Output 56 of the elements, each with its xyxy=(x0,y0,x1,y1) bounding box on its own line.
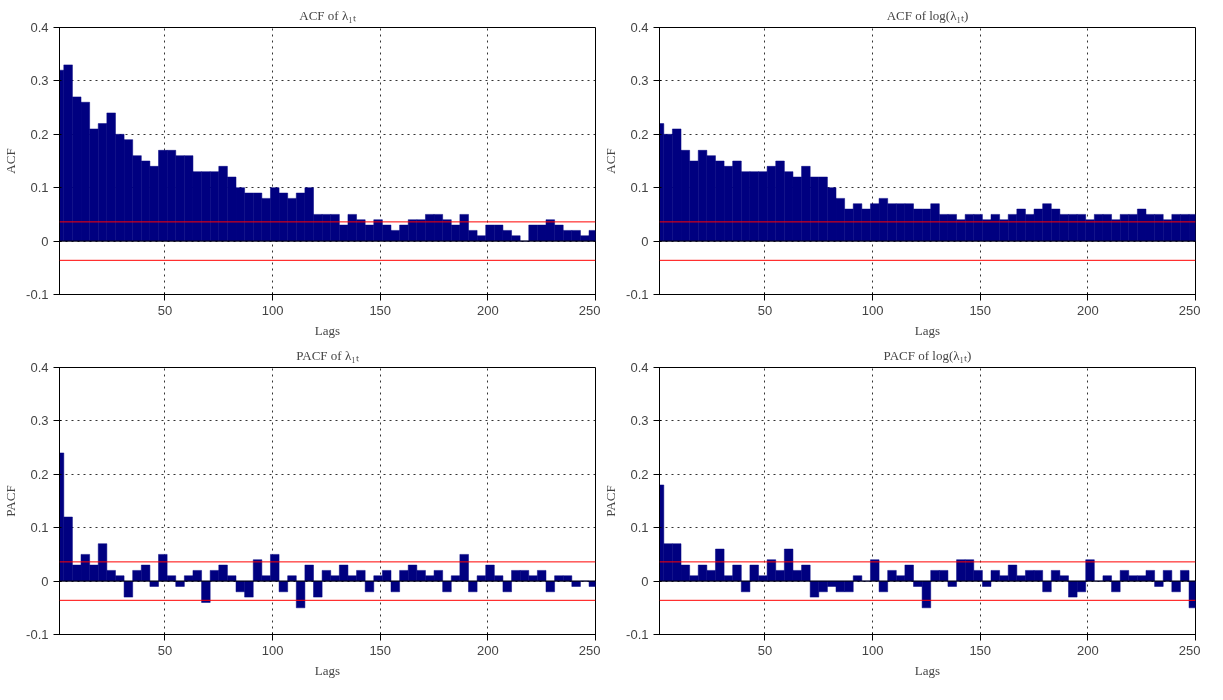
y-tick-label: 0 xyxy=(641,233,649,249)
y-tick-label: -0.1 xyxy=(626,287,649,302)
x-tick-label: 50 xyxy=(757,302,773,318)
y-tick-label: 0.2 xyxy=(630,466,649,482)
y-tick-label: 0 xyxy=(41,233,49,249)
y-tick-label: 0.2 xyxy=(30,126,49,142)
y-tick-label: 0.2 xyxy=(630,126,649,142)
y-tick-label: 0.4 xyxy=(630,20,649,35)
y-tick-label: 0.3 xyxy=(630,413,649,429)
x-tick-label: 200 xyxy=(1077,302,1099,318)
x-tick-label: 250 xyxy=(1178,302,1201,318)
x-axis-title: Lags xyxy=(914,322,941,338)
y-axis-title: ACF xyxy=(603,148,619,174)
y-tick-label: 0.2 xyxy=(30,466,49,482)
x-tick-label: 150 xyxy=(369,642,392,658)
y-tick-label: 0.1 xyxy=(630,180,649,196)
y-tick-label: 0 xyxy=(641,573,649,589)
y-tick-label: 0.3 xyxy=(30,73,49,89)
y-tick-label: 0.1 xyxy=(30,180,49,196)
y-tick-label: 0.1 xyxy=(30,520,49,536)
y-tick-label: -0.1 xyxy=(26,627,49,642)
x-tick-label: 50 xyxy=(757,642,773,658)
y-tick-label: 0.1 xyxy=(630,520,649,536)
chart-title: PACF of log(λ₁ₜ) xyxy=(883,347,972,363)
x-tick-label: 50 xyxy=(157,642,173,658)
x-tick-label: 150 xyxy=(969,642,992,658)
y-axis-title: ACF xyxy=(3,148,19,174)
x-tick-label: 150 xyxy=(369,302,392,318)
x-tick-label: 200 xyxy=(477,642,499,658)
x-tick-label: 200 xyxy=(477,302,499,318)
y-axis-title: PACF xyxy=(603,485,619,517)
y-tick-label: 0.3 xyxy=(30,413,49,429)
chart-title: ACF of λ₁ₜ xyxy=(299,7,356,23)
x-axis-title: Lags xyxy=(314,662,341,678)
y-tick-label: -0.1 xyxy=(626,627,649,642)
x-tick-label: 250 xyxy=(578,642,601,658)
x-tick-label: 100 xyxy=(261,302,284,318)
x-tick-label: 200 xyxy=(1077,642,1099,658)
x-tick-label: 150 xyxy=(969,302,992,318)
x-tick-label: 50 xyxy=(157,302,173,318)
y-tick-label: 0.3 xyxy=(630,73,649,89)
x-tick-label: 100 xyxy=(861,642,884,658)
y-tick-label: -0.1 xyxy=(26,287,49,302)
x-tick-label: 100 xyxy=(861,302,884,318)
chart-title: ACF of log(λ₁ₜ) xyxy=(886,7,969,23)
x-axis-title: Lags xyxy=(914,662,941,678)
x-axis-title: Lags xyxy=(314,322,341,338)
y-tick-label: 0.4 xyxy=(30,20,49,35)
y-tick-label: 0.4 xyxy=(630,360,649,375)
chart-title: PACF of λ₁ₜ xyxy=(296,347,359,363)
y-tick-label: 0 xyxy=(41,573,49,589)
x-tick-label: 100 xyxy=(261,642,284,658)
y-tick-label: 0.4 xyxy=(30,360,49,375)
x-tick-label: 250 xyxy=(578,302,601,318)
y-axis-title: PACF xyxy=(3,485,19,517)
x-tick-label: 250 xyxy=(1178,642,1201,658)
